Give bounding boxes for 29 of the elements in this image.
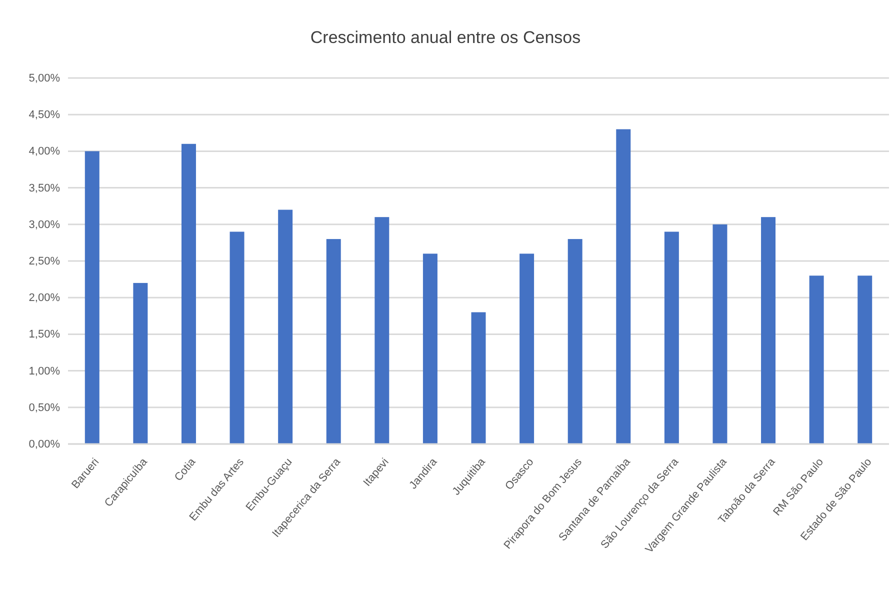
y-tick-label: 4,00% (28, 146, 60, 158)
bar (230, 232, 244, 444)
y-tick-label: 0,50% (28, 402, 60, 414)
chart-title: Crescimento anual entre os Censos (310, 28, 581, 47)
bar (809, 276, 824, 444)
bar (712, 224, 728, 444)
bar (422, 254, 438, 444)
bar (471, 312, 486, 444)
y-tick-label: 2,00% (28, 292, 60, 304)
bar (664, 232, 679, 444)
y-tick-label: 4,50% (28, 109, 60, 122)
y-tick-label: 1,50% (28, 328, 60, 341)
bar (326, 239, 341, 444)
bar (278, 210, 293, 444)
y-tick-label: 3,50% (28, 182, 60, 194)
y-tick-label: 0,00% (28, 438, 60, 451)
bar (374, 217, 390, 444)
bar (84, 151, 100, 444)
bar (616, 129, 631, 444)
bar (858, 276, 872, 444)
y-tick-label: 1,00% (28, 365, 60, 378)
bar (568, 239, 582, 444)
bar (133, 282, 148, 444)
y-tick-label: 3,00% (28, 218, 60, 231)
bar (761, 217, 776, 444)
y-tick-label: 2,50% (28, 256, 60, 268)
bar (181, 144, 196, 444)
bar (520, 254, 534, 444)
y-tick-label: 5,00% (28, 72, 60, 85)
